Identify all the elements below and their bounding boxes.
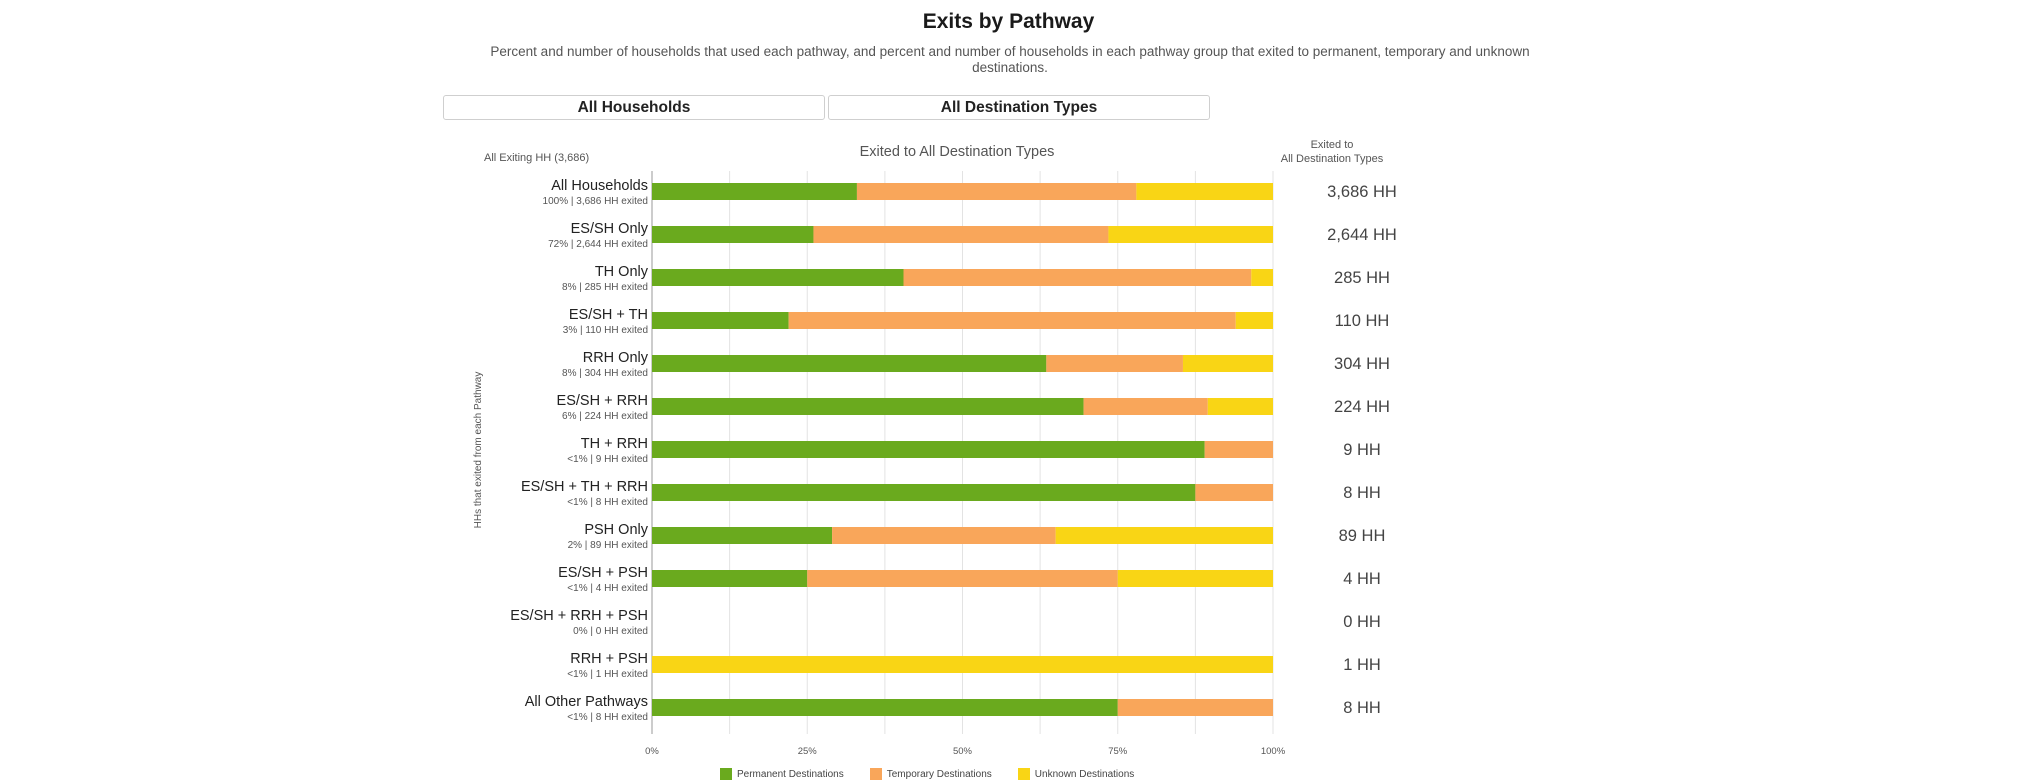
bar-segment-temporary xyxy=(1083,398,1208,415)
row-sublabel: 8% | 304 HH exited xyxy=(562,368,648,379)
row-label: ES/SH + RRH xyxy=(557,393,648,409)
legend-label-temporary: Temporary Destinations xyxy=(886,768,992,780)
bar-segment-unknown xyxy=(1182,355,1273,372)
legend-swatch-unknown xyxy=(1017,768,1030,780)
bar-segment-permanent xyxy=(652,699,1118,716)
legend-item-permanent: Permanent Destinations xyxy=(720,768,844,780)
page-subtitle: Percent and number of households that us… xyxy=(490,44,1530,75)
chart-legend: Permanent Destinations Temporary Destina… xyxy=(720,768,1134,780)
row-total: 304 HH xyxy=(1334,355,1390,373)
chart-title: Exited to All Destination Types xyxy=(860,144,1055,160)
row-total: 9 HH xyxy=(1343,441,1381,459)
row-sublabel: <1% | 9 HH exited xyxy=(567,454,648,465)
bar-segment-temporary xyxy=(1204,441,1273,458)
legend-label-unknown: Unknown Destinations xyxy=(1034,768,1135,780)
page-title: Exits by Pathway xyxy=(922,10,1095,33)
bar-segment-unknown xyxy=(1055,527,1273,544)
bar-segment-unknown xyxy=(1136,183,1273,200)
bar-segment-permanent xyxy=(652,312,789,329)
row-total: 110 HH xyxy=(1335,312,1390,330)
legend-swatch-temporary xyxy=(869,768,882,780)
row-sublabel: 72% | 2,644 HH exited xyxy=(548,239,648,250)
row-label: TH + RRH xyxy=(581,436,648,452)
bar-segment-permanent xyxy=(652,355,1047,372)
bar-segment-unknown xyxy=(1108,226,1273,243)
row-total: 8 HH xyxy=(1343,484,1381,502)
row-sublabel: 100% | 3,686 HH exited xyxy=(543,196,648,207)
row-total: 0 HH xyxy=(1343,613,1381,631)
row-label: RRH + PSH xyxy=(570,651,648,667)
bar-segment-permanent xyxy=(652,570,808,587)
bar-segment-permanent xyxy=(652,398,1084,415)
row-label: ES/SH + TH xyxy=(569,307,648,323)
row-label: All Households xyxy=(551,178,648,194)
row-label: RRH Only xyxy=(583,350,649,366)
x-tick-label: 75% xyxy=(1108,746,1128,757)
row-total: 285 HH xyxy=(1334,269,1390,287)
row-sublabel: <1% | 1 HH exited xyxy=(567,669,648,680)
x-tick-label: 50% xyxy=(953,746,973,757)
bar-segment-permanent xyxy=(652,269,904,286)
bar-segment-permanent xyxy=(652,183,857,200)
row-total: 89 HH xyxy=(1339,527,1386,545)
row-total: 1 HH xyxy=(1343,656,1381,674)
row-total: 224 HH xyxy=(1334,398,1390,416)
right-header-line1: Exited to xyxy=(1311,139,1354,151)
bar-segment-temporary xyxy=(1195,484,1273,501)
bar-segment-temporary xyxy=(807,570,1118,587)
row-total: 8 HH xyxy=(1343,699,1381,717)
row-total: 3,686 HH xyxy=(1327,183,1397,201)
row-sublabel: 0% | 0 HH exited xyxy=(573,626,648,637)
bar-segment-permanent xyxy=(652,441,1205,458)
household-filter-button[interactable]: All Households xyxy=(443,95,825,120)
bar-segment-unknown xyxy=(1207,398,1273,415)
bar-segment-unknown xyxy=(1235,312,1273,329)
legend-item-unknown: Unknown Destinations xyxy=(1017,768,1135,780)
destination-filter-button[interactable]: All Destination Types xyxy=(828,95,1210,120)
row-sublabel: 2% | 89 HH exited xyxy=(568,540,648,551)
bar-segment-temporary xyxy=(1046,355,1183,372)
row-label: ES/SH + TH + RRH xyxy=(521,479,648,495)
row-sublabel: <1% | 8 HH exited xyxy=(567,712,648,723)
row-label: PSH Only xyxy=(584,522,648,538)
row-sublabel: 3% | 110 HH exited xyxy=(563,325,648,336)
row-sublabel: 6% | 224 HH exited xyxy=(562,411,648,422)
row-total: 2,644 HH xyxy=(1327,226,1397,244)
bar-segment-permanent xyxy=(652,527,833,544)
x-tick-label: 100% xyxy=(1261,746,1286,757)
bar-segment-temporary xyxy=(903,269,1252,286)
bar-segment-unknown xyxy=(1251,269,1273,286)
row-total: 4 HH xyxy=(1343,570,1381,588)
row-sublabel: <1% | 8 HH exited xyxy=(567,497,648,508)
x-tick-label: 25% xyxy=(798,746,818,757)
bar-segment-permanent xyxy=(652,484,1196,501)
row-label: All Other Pathways xyxy=(525,694,648,710)
legend-swatch-permanent xyxy=(720,768,732,780)
bar-segment-unknown xyxy=(1117,570,1273,587)
row-sublabel: 8% | 285 HH exited xyxy=(562,282,648,293)
row-label: ES/SH + PSH xyxy=(558,565,648,581)
bar-segment-unknown xyxy=(652,656,1273,673)
row-label: ES/SH + RRH + PSH xyxy=(510,608,648,624)
row-label: TH Only xyxy=(595,264,649,280)
bar-segment-permanent xyxy=(652,226,814,243)
x-tick-label: 0% xyxy=(645,746,659,757)
bar-segment-temporary xyxy=(832,527,1056,544)
row-label: ES/SH Only xyxy=(571,221,649,237)
bar-segment-temporary xyxy=(813,226,1109,243)
left-header: All Exiting HH (3,686) xyxy=(484,152,589,164)
bar-segment-temporary xyxy=(1117,699,1273,716)
bar-segment-temporary xyxy=(856,183,1137,200)
legend-label-permanent: Permanent Destinations xyxy=(737,768,844,780)
bar-segment-temporary xyxy=(788,312,1236,329)
y-axis-label: HHs that exited from each Pathway xyxy=(473,372,484,529)
row-sublabel: <1% | 4 HH exited xyxy=(567,583,648,594)
legend-item-temporary: Temporary Destinations xyxy=(869,768,992,780)
right-header-line2: All Destination Types xyxy=(1281,153,1384,165)
